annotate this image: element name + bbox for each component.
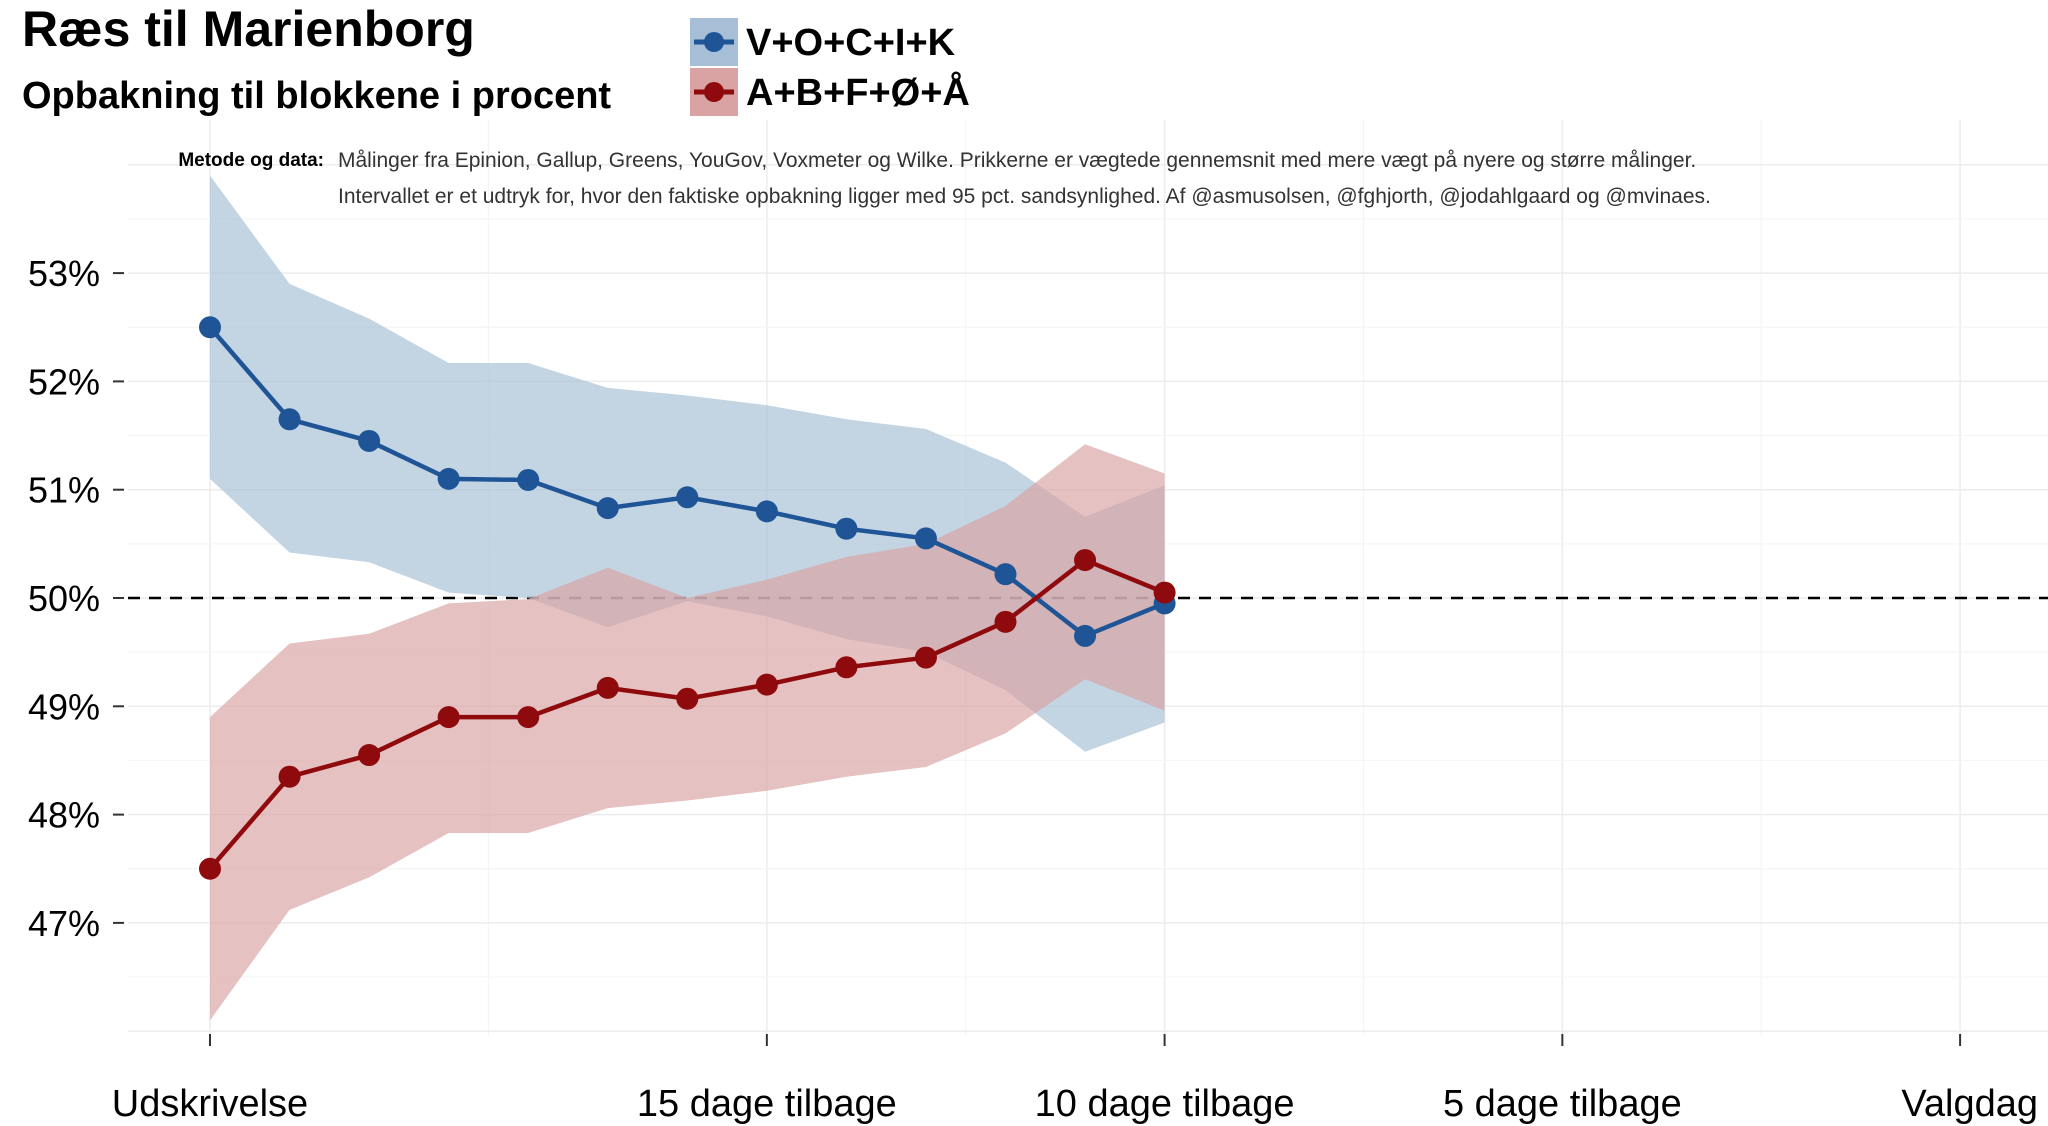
axis-ticks: 47% 48% 49% 50% 51% 52% 53% Udskrivelse 15 dage … [28, 253, 2038, 1125]
data-point-0-4 [517, 468, 540, 491]
data-point-1-11 [1074, 549, 1097, 572]
x-tick-label: Udskrivelse [112, 1083, 308, 1125]
x-tick-label: Valgdag [1901, 1083, 2038, 1125]
legend-marker-red [704, 82, 724, 102]
x-tick-label: 5 dage tilbage [1443, 1083, 1682, 1125]
method-text-line-1: Målinger fra Epinion, Gallup, Greens, Yo… [338, 149, 1696, 172]
x-tick-label: 10 dage tilbage [1035, 1083, 1295, 1125]
y-tick-label: 50% [28, 578, 100, 619]
y-tick-label: 51% [28, 470, 100, 511]
data-point-1-1 [278, 765, 301, 788]
data-point-1-9 [914, 646, 937, 669]
data-point-1-4 [517, 706, 540, 729]
y-tick-label: 49% [28, 686, 100, 727]
legend-marker-blue [704, 32, 724, 52]
legend-label-red: A+B+F+Ø+Å [746, 70, 970, 114]
y-tick-label: 47% [28, 903, 100, 944]
chart-title: Ræs til Marienborg [22, 1, 475, 57]
data-point-1-5 [596, 676, 619, 699]
series-lines [199, 316, 1176, 880]
y-tick-label: 52% [28, 361, 100, 402]
y-tick-label: 48% [28, 795, 100, 836]
data-point-1-6 [676, 687, 699, 710]
data-point-0-8 [835, 517, 858, 540]
data-point-1-10 [994, 610, 1017, 633]
y-tick-label: 53% [28, 253, 100, 294]
data-point-1-12 [1153, 581, 1176, 604]
chart-subtitle: Opbakning til blokkene i procent [22, 75, 611, 117]
data-point-0-11 [1074, 624, 1097, 647]
data-point-0-9 [914, 527, 937, 550]
confidence-bands [210, 175, 1165, 1021]
data-point-0-6 [676, 486, 699, 509]
data-point-1-8 [835, 656, 858, 679]
data-point-0-0 [199, 316, 221, 339]
data-point-0-10 [994, 563, 1017, 586]
data-point-1-7 [755, 673, 778, 696]
method-text-line-2: Intervallet er et udtryk for, hvor den f… [338, 185, 1711, 208]
legend-label-blue: V+O+C+I+K [746, 22, 956, 64]
legend: V+O+C+I+K A+B+F+Ø+Å [690, 18, 970, 116]
data-point-0-1 [278, 408, 301, 431]
data-point-1-2 [358, 744, 381, 767]
data-point-0-2 [358, 429, 381, 452]
data-point-1-3 [437, 706, 460, 729]
data-point-1-0 [199, 857, 221, 880]
confidence-band-1 [210, 444, 1165, 1021]
method-label: Metode og data: [178, 150, 324, 171]
data-point-0-7 [755, 500, 778, 523]
method-note: Metode og data: Målinger fra Epinion, Ga… [178, 149, 1711, 208]
data-point-0-5 [596, 497, 619, 520]
data-point-0-3 [437, 467, 460, 490]
x-tick-label: 15 dage tilbage [637, 1083, 897, 1125]
